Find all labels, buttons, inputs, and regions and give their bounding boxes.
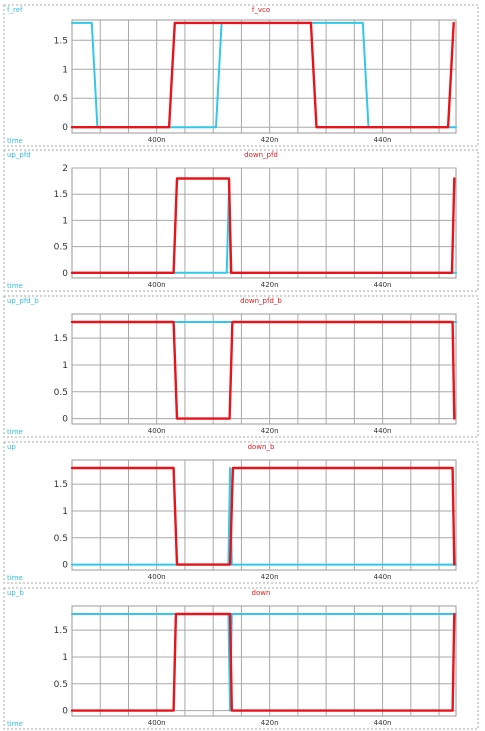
x-axis-label: time	[7, 137, 23, 145]
y-tick-label: 1	[62, 216, 68, 226]
chart-panel-5: 0 0.5 1 1.5 400n 420n 440n up_b down time	[3, 587, 479, 730]
series-line-down	[70, 612, 456, 712]
corner-signal-label: up_b	[7, 589, 24, 597]
chart-title: down_b	[248, 443, 275, 451]
y-tick-label: 1	[62, 361, 68, 371]
y-tick-label: 0.5	[54, 243, 68, 253]
x-tick-label: 420n	[261, 281, 279, 289]
y-tick-label: 0	[62, 123, 68, 133]
x-tick-label: 420n	[261, 136, 279, 144]
series-line-f-vco	[70, 21, 455, 129]
x-tick-label: 400n	[148, 427, 166, 435]
x-tick-label: 440n	[374, 573, 392, 581]
plot-area	[71, 167, 457, 279]
x-tick-label: 440n	[374, 136, 392, 144]
x-axis-label: time	[7, 574, 23, 582]
x-tick-label: 420n	[261, 573, 279, 581]
series-line-down-pfd-b	[70, 320, 456, 420]
y-tick-label: 1.5	[54, 626, 68, 636]
x-axis-label: time	[7, 720, 23, 728]
plot-area	[71, 459, 457, 571]
y-tick-label: 1	[62, 507, 68, 517]
y-tick-label: 0	[62, 707, 68, 717]
x-tick-label: 440n	[374, 281, 392, 289]
series-line-down-pfd	[70, 177, 456, 274]
panel-border	[3, 587, 479, 730]
x-tick-label: 400n	[148, 281, 166, 289]
plot-area	[71, 605, 457, 717]
y-tick-label: 1	[62, 653, 68, 663]
corner-signal-label: up_pfd	[7, 151, 31, 159]
chart-panel-3: 0 0.5 1 1.5 400n 420n 440n up_pfd_b down_pfd_bti…	[3, 295, 479, 438]
x-tick-label: 400n	[148, 719, 166, 727]
x-tick-label: 420n	[261, 427, 279, 435]
y-tick-label: 2	[62, 164, 68, 174]
y-tick-label: 1.5	[54, 334, 68, 344]
panel-border	[3, 441, 479, 584]
corner-signal-label: up_pfd_b	[7, 297, 39, 305]
y-tick-label: 0.5	[54, 388, 68, 398]
y-tick-label: 0	[62, 269, 68, 279]
chart-title: down	[252, 589, 271, 597]
corner-signal-label: f_ref	[7, 6, 23, 14]
plot-area	[71, 313, 457, 425]
x-axis-label: time	[7, 282, 23, 290]
plot-area	[71, 19, 457, 134]
chart-title: f_vco	[252, 6, 270, 14]
y-tick-label: 0.5	[54, 94, 68, 104]
chart-title: down_pfd	[244, 151, 278, 159]
chart-title: down_pfd_b	[240, 297, 282, 305]
y-tick-label: 0.5	[54, 680, 68, 690]
y-tick-label: 1	[62, 65, 68, 75]
y-tick-label: 1.5	[54, 36, 68, 46]
x-tick-label: 420n	[261, 719, 279, 727]
panel-border	[3, 295, 479, 438]
x-tick-label: 440n	[374, 427, 392, 435]
y-tick-label: 0	[62, 415, 68, 425]
y-tick-label: 0.5	[54, 534, 68, 544]
x-tick-label: 400n	[148, 136, 166, 144]
y-tick-label: 1.5	[54, 190, 68, 200]
x-tick-label: 440n	[374, 719, 392, 727]
y-tick-label: 1.5	[54, 480, 68, 490]
panel-border	[3, 149, 479, 292]
x-axis-label: time	[7, 428, 23, 436]
series-line-down-b	[70, 466, 456, 566]
x-tick-label: 400n	[148, 573, 166, 581]
corner-signal-label: up	[7, 443, 16, 451]
y-tick-label: 0	[62, 561, 68, 571]
panel-border	[3, 4, 479, 147]
